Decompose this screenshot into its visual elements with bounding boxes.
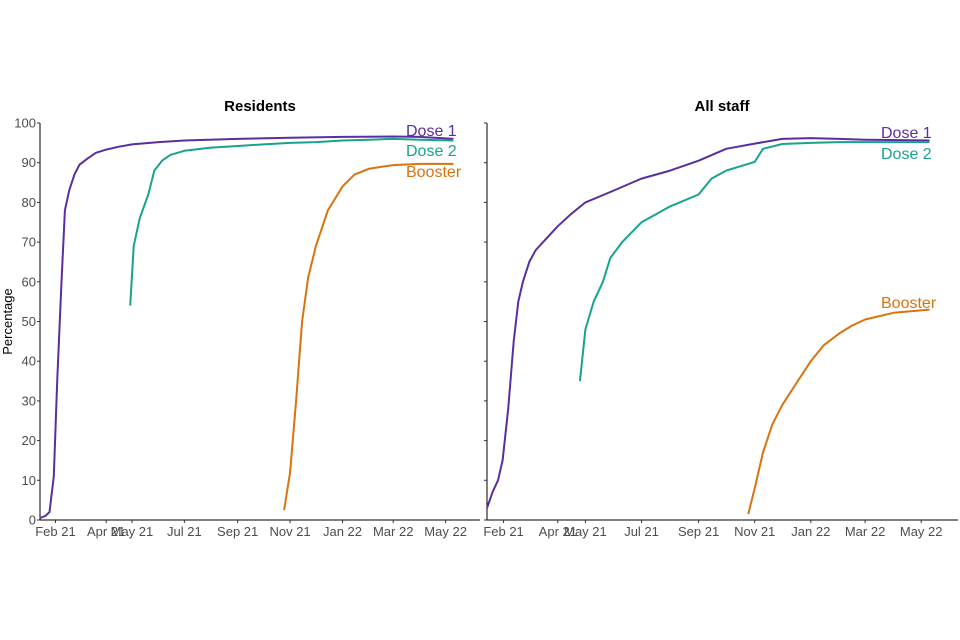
- residents-y-tick-label: 0: [29, 513, 36, 528]
- all-staff-panel-title: All staff: [694, 98, 750, 115]
- all-staff-dose-2-label: Dose 2: [881, 146, 932, 163]
- residents-booster-line: [283, 162, 454, 511]
- residents-booster-label: Booster: [406, 164, 462, 181]
- residents-y-tick-label: 20: [22, 433, 36, 448]
- all-staff-x-tick-label: Feb 21: [483, 524, 523, 539]
- residents-y-tick-label: 40: [22, 354, 36, 369]
- residents-dose-1-line: [39, 135, 454, 519]
- all-staff-x-tick-label: Jan 22: [791, 524, 830, 539]
- residents-y-tick-label: 30: [22, 393, 36, 408]
- all-staff-dose-2-line: [578, 141, 930, 382]
- residents-y-tick-label: 70: [22, 235, 36, 250]
- all-staff-x-tick-label: Mar 22: [845, 524, 885, 539]
- all-staff-x-tick-label: Jul 21: [624, 524, 659, 539]
- residents-x-tick-label: Sep 21: [217, 524, 258, 539]
- residents-y-tick-label: 90: [22, 155, 36, 170]
- residents-dose-1-label: Dose 1: [406, 123, 457, 140]
- y-axis-label: Percentage: [0, 288, 15, 355]
- residents-dose-2-line: [129, 137, 454, 306]
- all-staff-x-tick-label: May 21: [564, 524, 607, 539]
- all-staff-x-tick-label: May 22: [900, 524, 943, 539]
- all-staff-x-tick-label: Nov 21: [734, 524, 775, 539]
- residents-x-tick-label: Jan 22: [323, 524, 362, 539]
- residents-y-tick-label: 100: [14, 116, 36, 131]
- residents-dose-2-label: Dose 2: [406, 143, 457, 160]
- residents-panel-title: Residents: [224, 98, 296, 115]
- residents-x-tick-label: Jul 21: [167, 524, 202, 539]
- residents-x-tick-label: May 21: [111, 524, 154, 539]
- residents-y-tick-label: 60: [22, 274, 36, 289]
- all-staff-dose-1-line: [486, 137, 930, 509]
- residents-y-tick-label: 50: [22, 314, 36, 329]
- residents-y-tick-label: 80: [22, 195, 36, 210]
- residents-x-tick-label: Mar 22: [373, 524, 413, 539]
- all-staff-booster-line: [747, 308, 930, 515]
- all-staff-x-tick-label: Sep 21: [678, 524, 719, 539]
- all-staff-dose-1-label: Dose 1: [881, 125, 932, 142]
- all-staff-booster-label: Booster: [881, 295, 937, 312]
- residents-y-tick-label: 10: [22, 473, 36, 488]
- residents-x-tick-label: Nov 21: [269, 524, 310, 539]
- residents-x-tick-label: May 22: [424, 524, 467, 539]
- residents-x-tick-label: Apr 21: [87, 524, 125, 539]
- residents-x-tick-label: Feb 21: [35, 524, 75, 539]
- all-staff-x-tick-label: Apr 21: [539, 524, 577, 539]
